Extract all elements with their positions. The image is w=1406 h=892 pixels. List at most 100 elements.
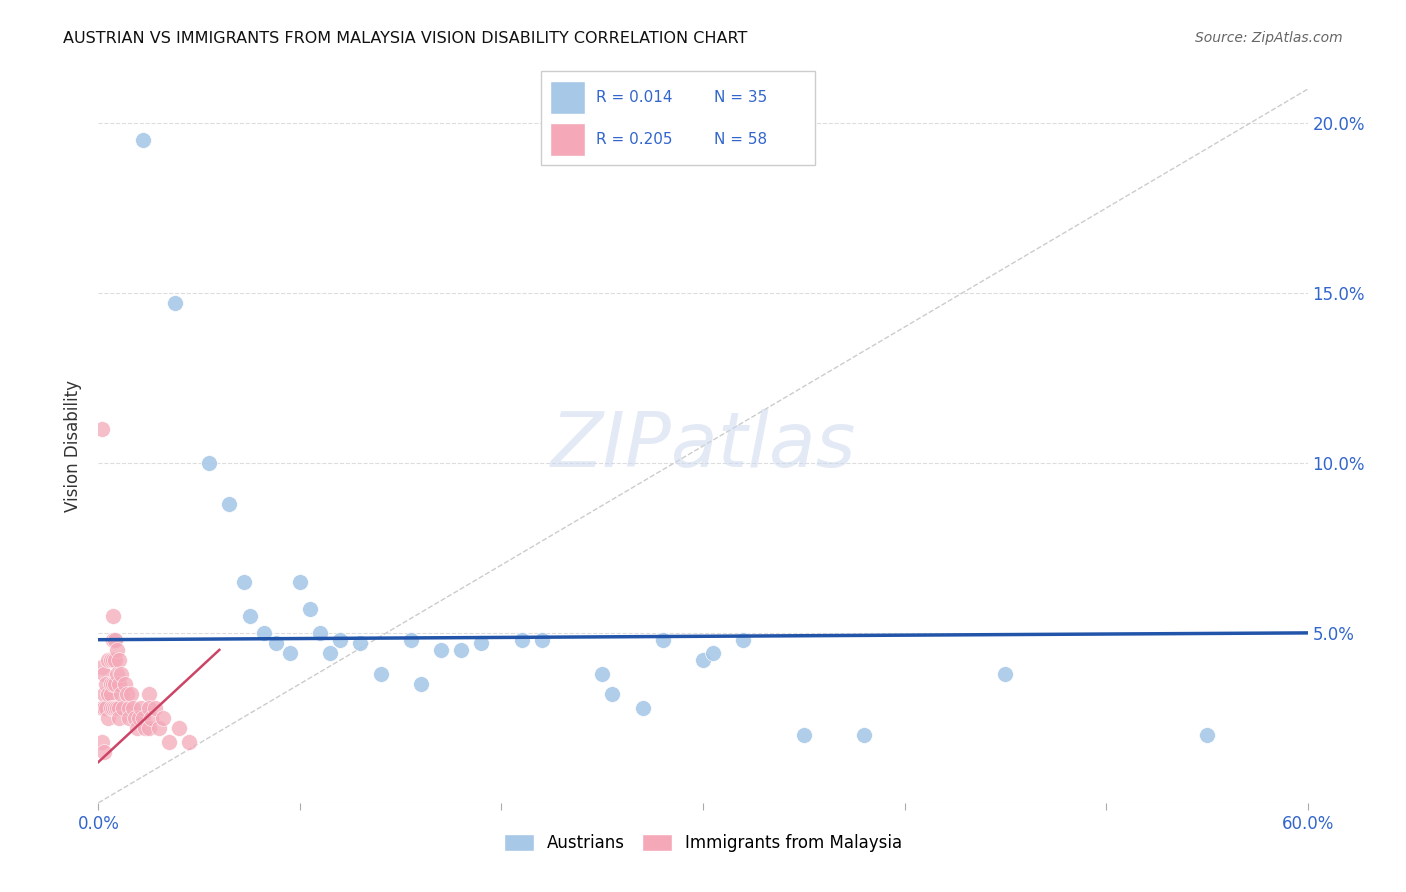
Point xyxy=(97,711,120,725)
Point xyxy=(100,687,122,701)
Point xyxy=(125,721,148,735)
Text: Source: ZipAtlas.com: Source: ZipAtlas.com xyxy=(1195,31,1343,45)
Point xyxy=(409,677,432,691)
Point xyxy=(97,687,120,701)
Point xyxy=(91,422,114,436)
Point xyxy=(853,728,876,742)
Point xyxy=(105,666,128,681)
Point xyxy=(91,700,114,714)
Point xyxy=(591,666,613,681)
Point xyxy=(148,721,170,735)
Point xyxy=(128,711,150,725)
Point xyxy=(103,677,125,691)
Point xyxy=(264,636,287,650)
Point xyxy=(91,734,114,748)
Point xyxy=(139,711,162,725)
Point xyxy=(110,687,132,701)
Point xyxy=(450,643,472,657)
Point xyxy=(111,700,134,714)
Point xyxy=(132,133,155,147)
Point xyxy=(157,734,180,748)
Point xyxy=(602,687,624,701)
Point xyxy=(114,677,136,691)
Point xyxy=(103,653,125,667)
Point xyxy=(107,677,129,691)
Point xyxy=(370,666,392,681)
Text: ZIPatlas: ZIPatlas xyxy=(550,409,856,483)
Point xyxy=(530,632,553,647)
Point xyxy=(107,700,129,714)
Point xyxy=(124,711,146,725)
Point xyxy=(253,626,276,640)
Point xyxy=(430,643,453,657)
Point xyxy=(692,653,714,667)
Point xyxy=(101,700,124,714)
Point xyxy=(138,700,160,714)
Point xyxy=(349,636,371,650)
Point xyxy=(100,677,122,691)
Point xyxy=(288,574,311,589)
Point xyxy=(96,700,118,714)
Point xyxy=(115,687,138,701)
Point xyxy=(110,666,132,681)
Point xyxy=(138,721,160,735)
Point xyxy=(120,687,142,701)
Point xyxy=(319,646,342,660)
Y-axis label: Vision Disability: Vision Disability xyxy=(65,380,83,512)
Point xyxy=(105,643,128,657)
Point xyxy=(733,632,755,647)
Point xyxy=(93,666,115,681)
Point xyxy=(100,653,122,667)
Point xyxy=(152,711,174,725)
Point xyxy=(179,734,201,748)
Point xyxy=(329,632,352,647)
Text: N = 58: N = 58 xyxy=(714,132,768,147)
Point xyxy=(510,632,533,647)
Point xyxy=(1195,728,1218,742)
Point xyxy=(239,608,262,623)
Point xyxy=(167,721,190,735)
Point xyxy=(103,632,125,647)
Point xyxy=(93,687,115,701)
Point xyxy=(399,632,422,647)
Point xyxy=(118,711,141,725)
Point xyxy=(132,711,155,725)
Point xyxy=(470,636,492,650)
Text: AUSTRIAN VS IMMIGRANTS FROM MALAYSIA VISION DISABILITY CORRELATION CHART: AUSTRIAN VS IMMIGRANTS FROM MALAYSIA VIS… xyxy=(63,31,748,46)
Text: N = 35: N = 35 xyxy=(714,89,768,104)
Point xyxy=(118,700,141,714)
FancyBboxPatch shape xyxy=(541,71,815,165)
Point xyxy=(101,608,124,623)
Point xyxy=(278,646,301,660)
Point xyxy=(93,745,115,759)
Point xyxy=(631,700,654,714)
Point xyxy=(163,296,186,310)
Point xyxy=(198,456,221,470)
Point xyxy=(101,677,124,691)
FancyBboxPatch shape xyxy=(550,81,585,113)
Point xyxy=(107,653,129,667)
Point xyxy=(101,653,124,667)
Point xyxy=(105,700,128,714)
Point xyxy=(793,728,815,742)
Point xyxy=(107,711,129,725)
Point xyxy=(702,646,724,660)
Point xyxy=(93,700,115,714)
Point xyxy=(232,574,254,589)
Text: R = 0.205: R = 0.205 xyxy=(596,132,672,147)
Point xyxy=(134,721,156,735)
Point xyxy=(218,497,240,511)
Point xyxy=(121,700,143,714)
Point xyxy=(91,660,114,674)
Point xyxy=(96,677,118,691)
Point xyxy=(309,626,332,640)
Point xyxy=(299,602,322,616)
FancyBboxPatch shape xyxy=(550,123,585,156)
Point xyxy=(103,632,125,647)
Point xyxy=(143,700,166,714)
Point xyxy=(138,687,160,701)
Point xyxy=(994,666,1017,681)
Point xyxy=(101,632,124,647)
Legend: Austrians, Immigrants from Malaysia: Austrians, Immigrants from Malaysia xyxy=(498,827,908,859)
Point xyxy=(103,700,125,714)
